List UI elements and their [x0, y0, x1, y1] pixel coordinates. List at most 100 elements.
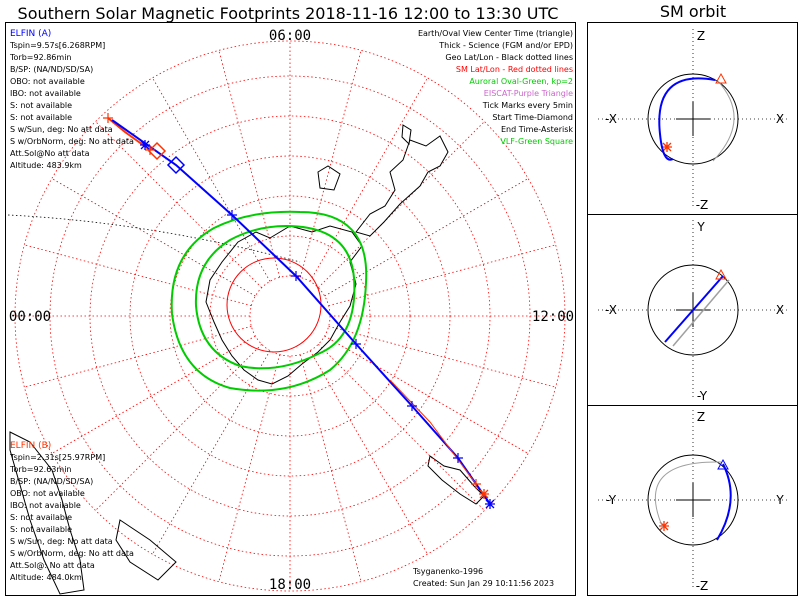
legend-entry: Start Time-Diamond [492, 113, 573, 122]
legend: Earth/Oval View Center Time (triangle) Th… [418, 29, 573, 146]
elfin-a-tick [453, 453, 463, 463]
clock-label-06: 06:00 [269, 28, 311, 44]
auroral-oval-outer [170, 210, 368, 392]
elfin-a-mark [140, 140, 150, 150]
elfin-a-tick [227, 210, 237, 220]
sm-lon-line [51, 335, 256, 454]
model-label: Tsyganenko-1996 [412, 567, 483, 576]
clock-label-00: 00:00 [9, 309, 51, 325]
orbit-axis-label-top: Z [697, 410, 705, 424]
orbit-axis-label-top: Y [696, 220, 705, 234]
elfin-b-line: S w/OrbNorm, deg: No att data [10, 549, 134, 558]
sm-lon-line [318, 121, 485, 288]
figure-title: Southern Solar Magnetic Footprints 2018-… [18, 4, 559, 23]
auroral-oval-inner [194, 224, 356, 370]
orbit-triangle [715, 72, 727, 84]
elfin-a-start-diamond [166, 155, 186, 175]
elfin-a-line: Att.Sol@No att data [10, 149, 90, 158]
orbit-triangle [717, 458, 729, 470]
sm-lon-line [299, 354, 362, 582]
legend-entry: Auroral Oval-Green, kp=2 [469, 77, 573, 86]
elfin-b-line: Torb=92.63min [9, 465, 71, 474]
orbit-axis-label-left: -Y [606, 493, 617, 507]
sm-lon-line [24, 325, 252, 388]
sm-lon-line [152, 350, 271, 555]
clock-label-12: 12:00 [532, 309, 574, 325]
satellite-tracks [103, 113, 672, 531]
elfin-b-tick [103, 113, 113, 123]
orbit-panel-2: Y -Y -X X [598, 220, 788, 403]
earth-circle [647, 264, 739, 356]
sm-lon-line [152, 77, 271, 282]
polar-map [7, 40, 672, 595]
elfin-b-name: ELFIN (B) [10, 441, 51, 451]
elfin-b-line: B/SP: (NA/ND/SD/SA) [10, 477, 93, 486]
elfin-a-line: S w/Sun, deg: No att data [10, 125, 113, 134]
elfin-b-tick [471, 479, 481, 489]
orbit-axis-label-right: X [776, 112, 784, 126]
elfin-b-line: Att.Sol@: No att data [10, 561, 95, 570]
sm-lon-line [95, 344, 262, 511]
elfin-a-line: OBO: not available [10, 77, 85, 86]
orbit-axis-label-right: X [776, 303, 784, 317]
sm-lon-line [324, 335, 529, 454]
elfin-a-line: Torb=92.86min [9, 53, 71, 62]
sm-lon-line [324, 178, 529, 297]
elfin-a-name: ELFIN (A) [10, 29, 51, 39]
orbit-axis-label-bottom: -Z [696, 198, 709, 212]
sm-lon-line [218, 50, 281, 278]
clock-label-18: 18:00 [269, 577, 311, 593]
auroral-ovals [170, 210, 368, 392]
orbit-axis-label-top: Z [697, 29, 705, 43]
elfin-b-line: Altitude: 484.0km [10, 573, 82, 582]
sm-lon-line [24, 244, 252, 307]
elfin-a-line: S: not available [10, 101, 72, 110]
orbit-axis-label-left: -X [605, 112, 617, 126]
orbit-track-grey [672, 279, 730, 347]
elfin-a-tick [351, 339, 361, 349]
elfin-b-line: S w/Sun, deg: No att data [10, 537, 113, 546]
orbit-panel-1: Z -Z -X X [598, 29, 788, 212]
legend-entry: Geo Lat/Lon - Black dotted lines [445, 53, 573, 62]
legend-entry: Earth/Oval View Center Time (triangle) [418, 29, 573, 38]
sm-lon-line [218, 354, 281, 582]
elfin-a-info: ELFIN (A) Tspin=9.57s[6.268RPM] Torb=92.86… [9, 29, 134, 170]
elfin-b-line: S: not available [10, 525, 72, 534]
elfin-a-tick [291, 271, 301, 281]
elfin-b-line: Tspin=2.31s[25.97RPM] [9, 453, 105, 462]
legend-entry: Tick Marks every 5min [482, 101, 573, 110]
orbit-triangle [715, 268, 727, 280]
orbit-axis-label-bottom: -Z [696, 579, 709, 593]
elfin-a-line: IBO: not available [10, 89, 81, 98]
elfin-b-info: ELFIN (B) Tspin=2.31s[25.97RPM] Torb=92.63… [9, 441, 134, 582]
pole-circle [226, 257, 322, 353]
sm-lon-line [318, 344, 485, 511]
elfin-b-track-end [389, 379, 477, 485]
elfin-a-line: S w/OrbNorm, deg: No att data [10, 137, 134, 146]
elfin-a-line: Tspin=9.57s[6.268RPM] [9, 41, 105, 50]
elfin-a-line: B/SP: (NA/ND/SD/SA) [10, 65, 93, 74]
earth-circle [647, 454, 739, 546]
sm-lat-circle [14, 40, 566, 592]
sm-lon-line [309, 350, 428, 555]
created-label: Created: Sun Jan 29 10:11:56 2023 [413, 579, 554, 588]
orbit-track-grey [654, 461, 722, 529]
coastlines [9, 124, 485, 595]
legend-entry: VLF-Green Square [500, 137, 573, 146]
sm-longitude-lines [7, 41, 565, 591]
orbit-panels: Z -Z -X X Y -Y -X X Z -Z -Y Y [598, 29, 788, 593]
elfin-b-track [107, 117, 151, 151]
orbit-title: SM orbit [660, 2, 726, 21]
orbit-track-a [664, 275, 724, 343]
elfin-a-track [111, 119, 491, 505]
elfin-b-line: OBO: not available [10, 489, 85, 498]
legend-entry: SM Lat/Lon - Red dotted lines [456, 65, 573, 74]
elfin-b-end-asterisk [479, 489, 489, 499]
elfin-b-line: IBO: not available [10, 501, 81, 510]
legend-entry: End Time-Asterisk [501, 125, 573, 134]
orbit-panel-3: Z -Z -Y Y [598, 410, 788, 593]
elfin-b-line: S: not available [10, 513, 72, 522]
elfin-a-tick [407, 401, 417, 411]
sm-lon-line [328, 325, 556, 388]
